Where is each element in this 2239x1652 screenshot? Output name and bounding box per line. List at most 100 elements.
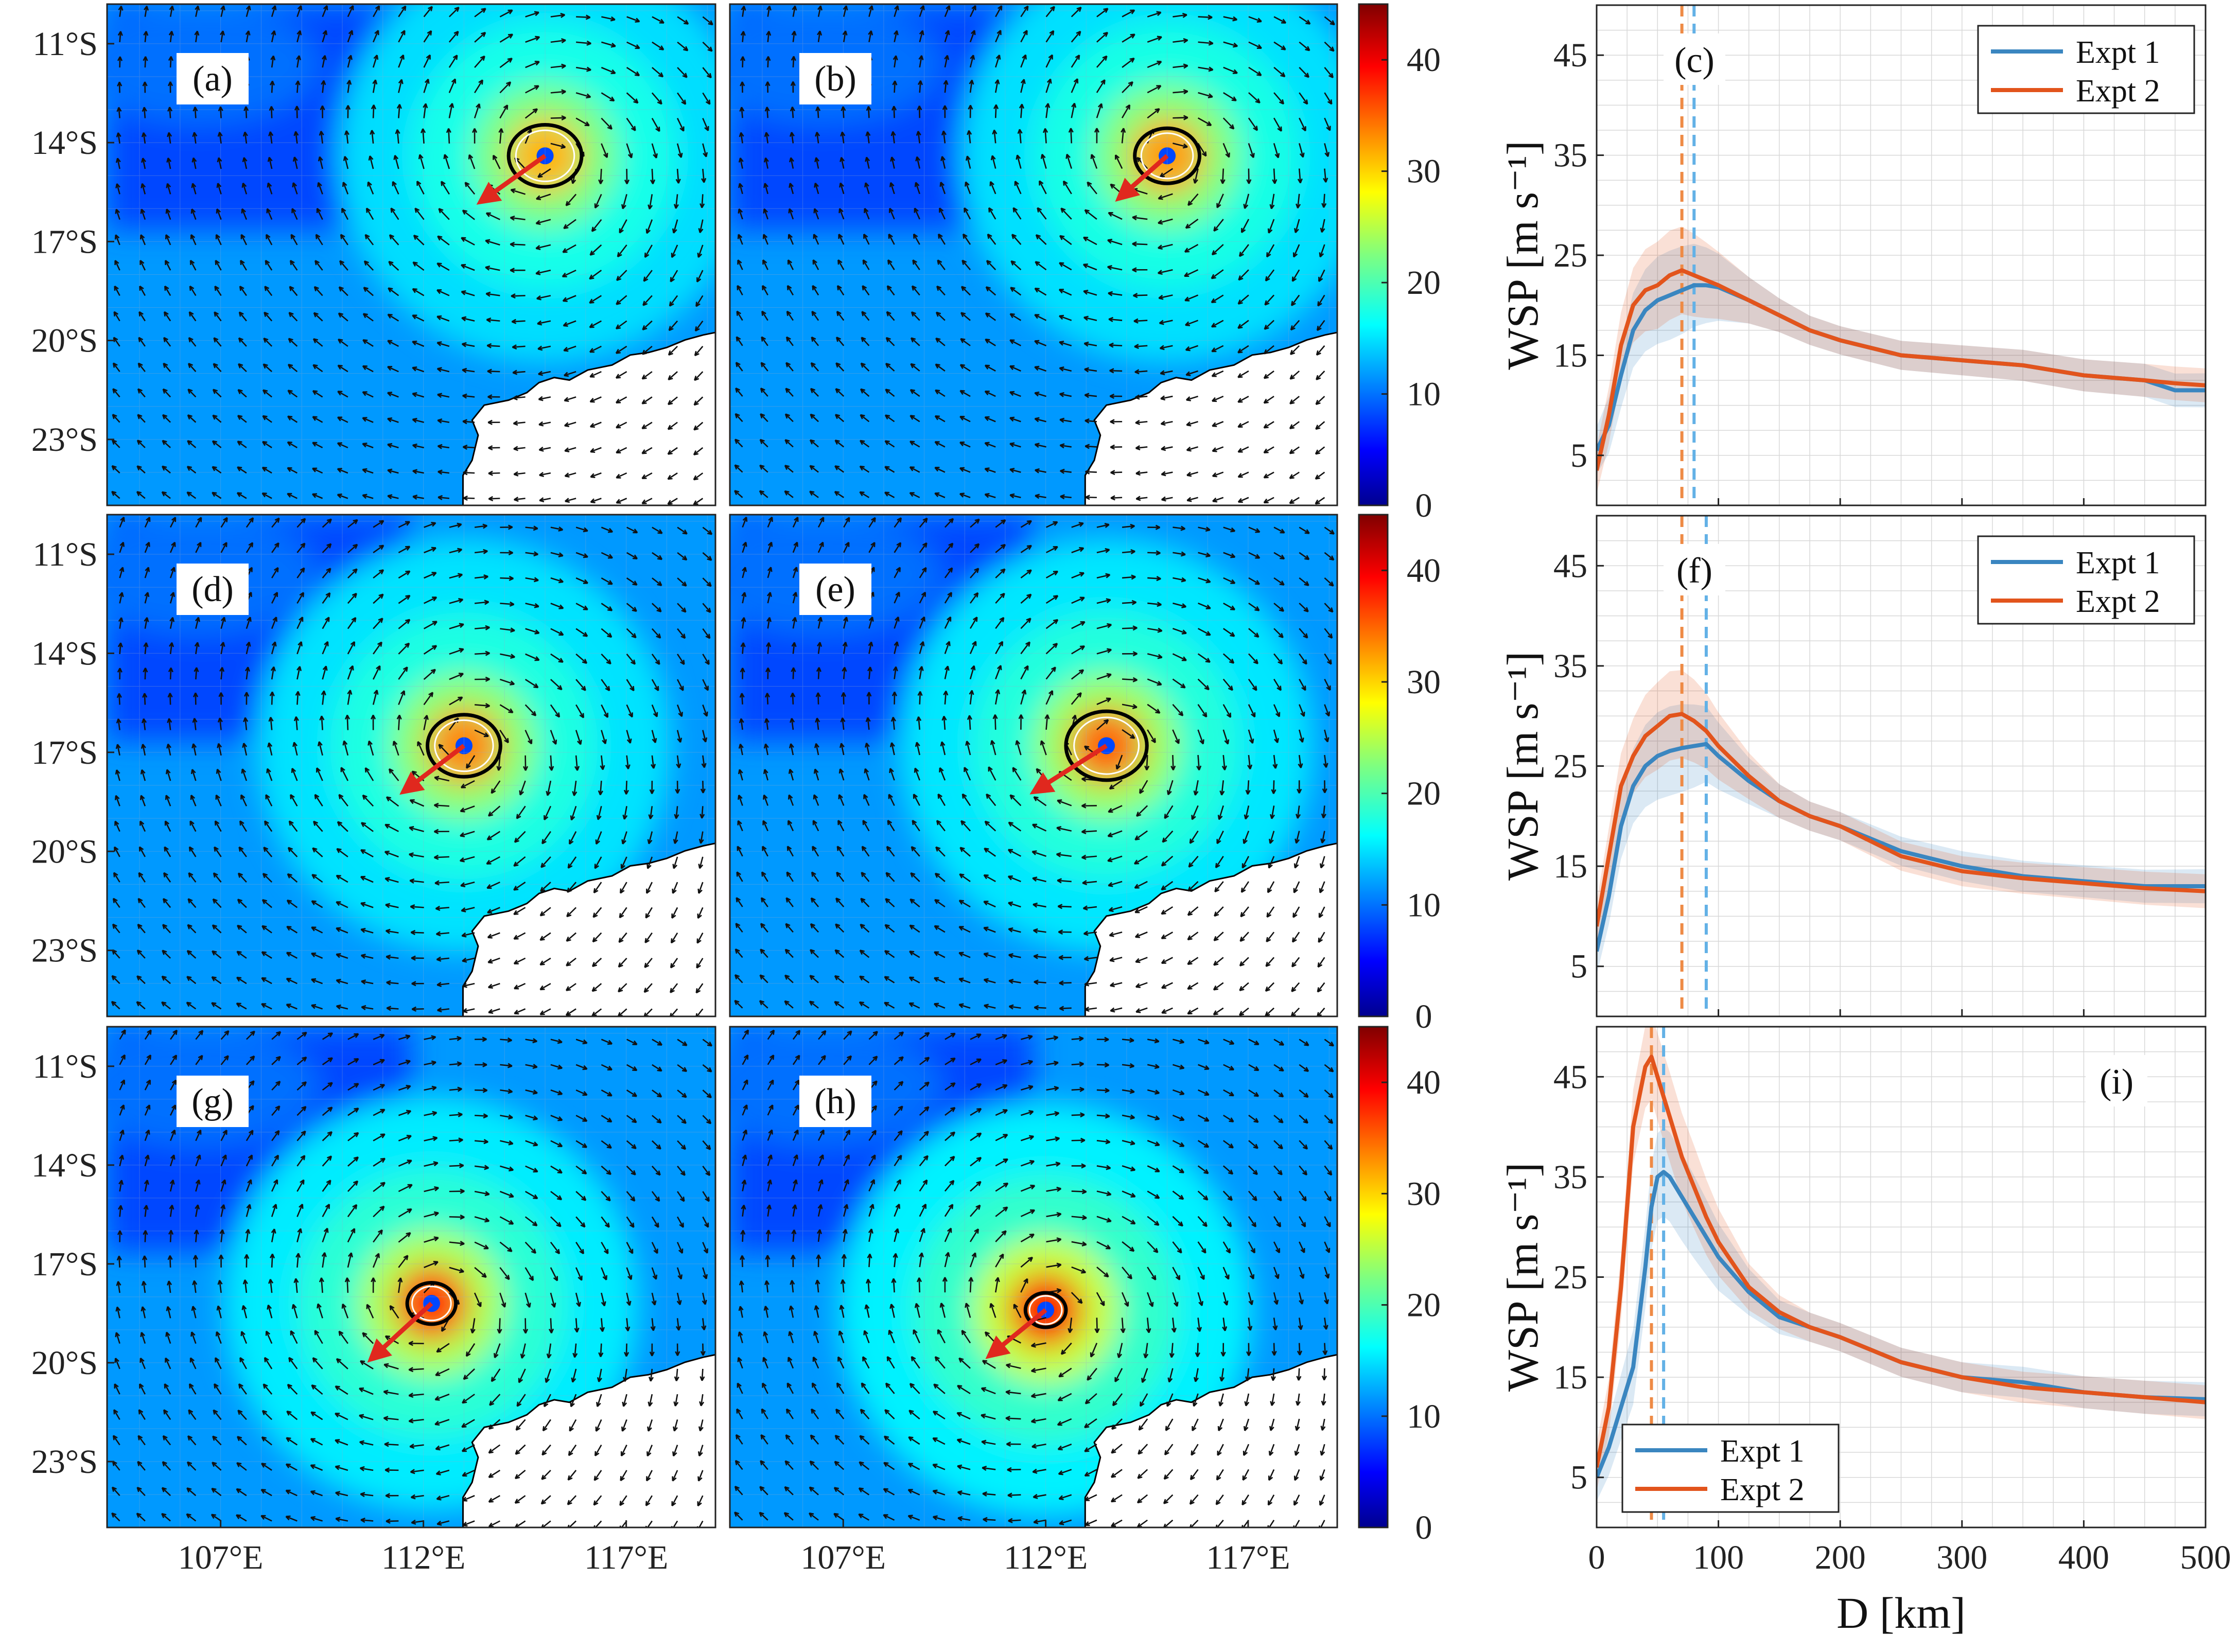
australia-coastline [1084,1354,1337,1527]
series-line-expt-1 [1597,742,2206,952]
map-panel-h: (h) 107°E 112°E 117°E [729,1026,1338,1576]
legend-box [1621,1423,1840,1513]
australia-coastline [1084,331,1337,505]
legend-entry: Expt 2 [2076,584,2160,619]
y-tick-label: 5 [1570,948,1587,986]
lon-tick-label: 117°E [1206,1539,1290,1576]
lat-tick-label: 11°S [32,536,98,573]
rmw-circle-inner [1140,132,1194,180]
map-panel-b: (b) [729,3,1338,506]
storm-motion-arrow [1029,744,1108,795]
rmw-circle-outer [426,713,502,779]
spread-band-expt-2 [1597,226,2206,495]
map-panels: (a) 11°S 14°S 17°S 20°S 23°S (b) (d) 11°S 14°S 17°… [31,3,1338,1576]
rmw-circle-inner [515,129,575,182]
panel-label: (g) [191,1082,234,1121]
lat-tick-label: 23°S [31,932,98,970]
lat-tick-label: 20°S [31,1344,98,1382]
legend-entry: Expt 1 [1720,1434,1805,1469]
rmw-circle-outer [1133,126,1202,185]
panel-label-box [1664,544,1725,595]
y-tick-label: 5 [1570,1459,1587,1497]
legend-entry: Expt 1 [2076,546,2160,581]
y-axis-title: WSP [m s⁻¹] [1498,140,1547,370]
y-tick-label: 25 [1553,1259,1587,1296]
x-tick-label: 500 [2180,1539,2231,1576]
map-frame [106,514,716,1017]
lon-tick-label: 107°E [800,1539,886,1576]
lat-tick-label: 17°S [31,734,98,771]
y-tick-label: 15 [1553,848,1587,885]
rmw-circle-inner [1073,716,1140,775]
lat-tick-label: 20°S [31,322,98,360]
lon-tick-label: 117°E [584,1539,668,1576]
panel-label-box [799,53,871,104]
colorbar-tick-label: 0 [1415,998,1432,1035]
map-panel-d: (d) 11°S 14°S 17°S 20°S 23°S [31,514,716,1017]
colorbar-tick-label: 0 [1415,487,1432,524]
panel-label: (a) [193,59,233,99]
y-tick-label: 35 [1553,1158,1587,1196]
colorbar-tick-label: 30 [1407,663,1441,701]
spread-band-expt-1 [1597,1127,2206,1501]
map-frame [106,3,716,506]
profile-chart-i: 5 15 25 35 45 0 100 200 300 400 500 D [km] WSP [m s⁻… [1498,1026,2231,1638]
rmw-circle-outer [1064,709,1149,782]
panel-label-box [1664,33,1725,85]
spread-band-expt-1 [1597,704,2206,975]
y-tick-label: 15 [1553,337,1587,374]
storm-motion-arrow [476,154,547,205]
colorbar-tick-label: 40 [1407,41,1441,79]
panel-label: (c) [1674,41,1715,80]
lat-tick-label: 14°S [31,124,98,162]
x-tick-label: 400 [2058,1539,2109,1576]
wind-field-shading [730,4,1337,362]
colorbar-1: 0 10 20 30 40 [1358,3,1441,524]
legend-box [1977,25,2195,114]
spread-band-expt-2 [1597,1027,2206,1491]
lat-tick-label: 11°S [32,1048,98,1085]
y-tick-label: 25 [1553,237,1587,274]
colorbar-gradient [1358,3,1389,506]
y-tick-label: 5 [1570,437,1587,474]
series-line-expt-2 [1597,712,2206,927]
lon-tick-label: 112°E [381,1539,465,1576]
profile-chart-c: 5 15 25 35 45 WSP [m s⁻¹] (c) Expt 1 Expt 2 [1498,4,2207,506]
wind-vectors [734,1029,1334,1527]
lat-tick-label: 20°S [31,833,98,870]
wind-vectors [734,5,1335,505]
colorbar-tick-label: 30 [1407,1175,1441,1212]
x-axis-title: D [km] [1836,1588,1966,1638]
panel-label-box [2086,1055,2147,1106]
rmw-circle-inner [1028,1295,1063,1325]
rmw-circle-inner [434,719,494,772]
colorbar-tick-label: 20 [1407,775,1441,813]
lon-tick-label: 107°E [178,1539,264,1576]
lat-tick-label: 14°S [31,1147,98,1184]
y-axis-title: WSP [m s⁻¹] [1498,1163,1547,1392]
wind-vectors [111,516,713,1016]
lat-tick-label: 17°S [31,1245,98,1283]
colorbar-tick-label: 0 [1415,1509,1432,1546]
wind-vectors [111,1029,713,1527]
legend-entry: Expt 2 [1720,1472,1805,1507]
x-tick-label: 100 [1693,1539,1744,1576]
series-line-expt-2 [1597,268,2206,471]
panel-label: (e) [815,570,855,609]
panel-label: (i) [2100,1062,2133,1102]
map-panel-g: (g) 11°S 14°S 17°S 20°S 23°S 107°E 112°E 117°E [31,1026,716,1576]
y-tick-label: 45 [1553,37,1587,74]
y-tick-label: 35 [1553,137,1587,174]
australia-coastline [462,1354,715,1527]
y-tick-label: 45 [1553,1058,1587,1096]
y-axis-title: WSP [m s⁻¹] [1498,652,1547,881]
colorbar-tick-label: 20 [1407,264,1441,302]
colorbar-tick-label: 40 [1407,552,1441,589]
lat-tick-label: 23°S [31,1443,98,1481]
lat-tick-label: 11°S [32,25,98,63]
panel-label-box [177,1076,249,1127]
map-frame [729,514,1338,1017]
